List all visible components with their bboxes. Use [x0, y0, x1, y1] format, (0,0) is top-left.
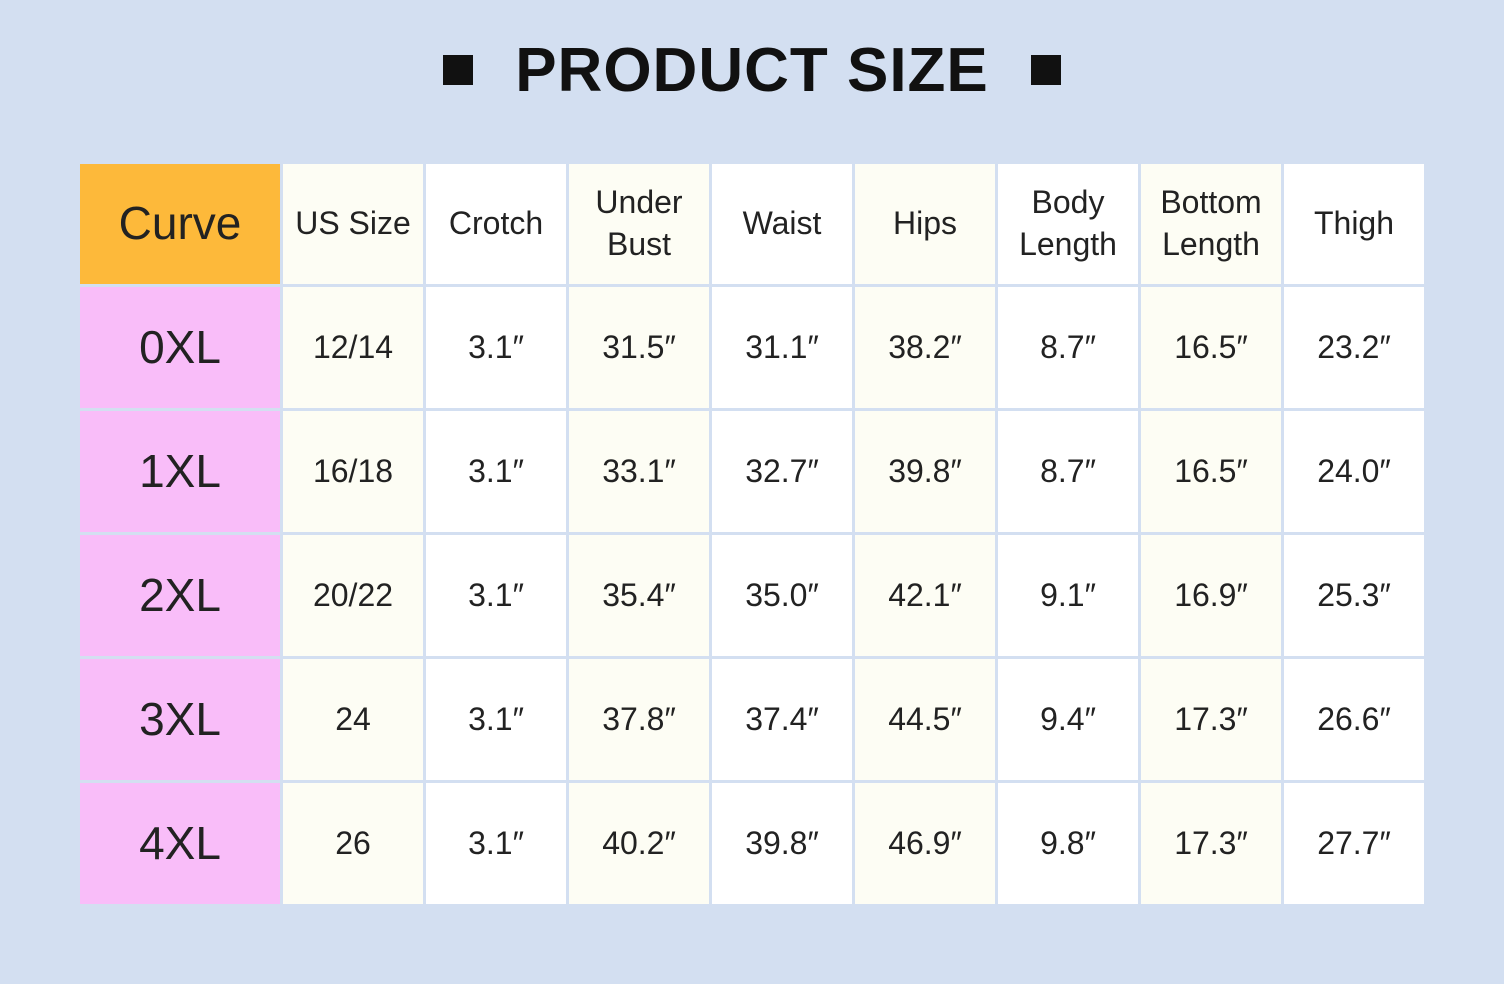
column-header: US Size [283, 164, 423, 284]
table-cell: 3.1″ [426, 535, 566, 656]
table-cell: 17.3″ [1141, 659, 1281, 780]
table-cell: 23.2″ [1284, 287, 1424, 408]
table-cell: 3.1″ [426, 659, 566, 780]
title-square [443, 55, 474, 85]
table-cell: 9.4″ [998, 659, 1138, 780]
title: PRODUCT SIZE [515, 35, 989, 105]
table-cell: 31.1″ [712, 287, 852, 408]
table-cell: 8.7″ [998, 287, 1138, 408]
column-header: Curve [80, 164, 280, 284]
table-cell: 26.6″ [1284, 659, 1424, 780]
row-label: 0XL [80, 287, 280, 408]
table-cell: 38.2″ [855, 287, 995, 408]
table-cell: 32.7″ [712, 411, 852, 532]
table-cell: 16.5″ [1141, 287, 1281, 408]
row-label: 3XL [80, 659, 280, 780]
table-cell: 27.7″ [1284, 783, 1424, 904]
row-label: 4XL [80, 783, 280, 904]
title-bar: PRODUCT SIZE [0, 28, 1504, 112]
table-cell: 8.7″ [998, 411, 1138, 532]
table-cell: 9.8″ [998, 783, 1138, 904]
table-cell: 26 [283, 783, 423, 904]
table-cell: 16/18 [283, 411, 423, 532]
table-cell: 12/14 [283, 287, 423, 408]
column-header: Hips [855, 164, 995, 284]
row-label: 1XL [80, 411, 280, 532]
table-cell: 20/22 [283, 535, 423, 656]
table-cell: 39.8″ [712, 783, 852, 904]
table-cell: 46.9″ [855, 783, 995, 904]
table-cell: 37.4″ [712, 659, 852, 780]
table-cell: 24 [283, 659, 423, 780]
column-header: Bottom Length [1141, 164, 1281, 284]
table-cell: 16.5″ [1141, 411, 1281, 532]
column-header: Body Length [998, 164, 1138, 284]
table-cell: 17.3″ [1141, 783, 1281, 904]
table-cell: 3.1″ [426, 411, 566, 532]
title-square [1030, 55, 1061, 85]
table-cell: 39.8″ [855, 411, 995, 532]
table-cell: 9.1″ [998, 535, 1138, 656]
size-table: Curve US Size Crotch Under Bust Waist Hips Bod… [80, 164, 1424, 904]
table-cell: 40.2″ [569, 783, 709, 904]
column-header: Waist [712, 164, 852, 284]
row-label: 2XL [80, 535, 280, 656]
column-header: Thigh [1284, 164, 1424, 284]
table-cell: 24.0″ [1284, 411, 1424, 532]
table-cell: 35.4″ [569, 535, 709, 656]
column-header: Under Bust [569, 164, 709, 284]
table-cell: 3.1″ [426, 783, 566, 904]
table-cell: 42.1″ [855, 535, 995, 656]
column-header: Crotch [426, 164, 566, 284]
table-cell: 25.3″ [1284, 535, 1424, 656]
table-cell: 16.9″ [1141, 535, 1281, 656]
table-cell: 31.5″ [569, 287, 709, 408]
table-cell: 35.0″ [712, 535, 852, 656]
table-cell: 3.1″ [426, 287, 566, 408]
table-cell: 44.5″ [855, 659, 995, 780]
table-cell: 33.1″ [569, 411, 709, 532]
table-cell: 37.8″ [569, 659, 709, 780]
